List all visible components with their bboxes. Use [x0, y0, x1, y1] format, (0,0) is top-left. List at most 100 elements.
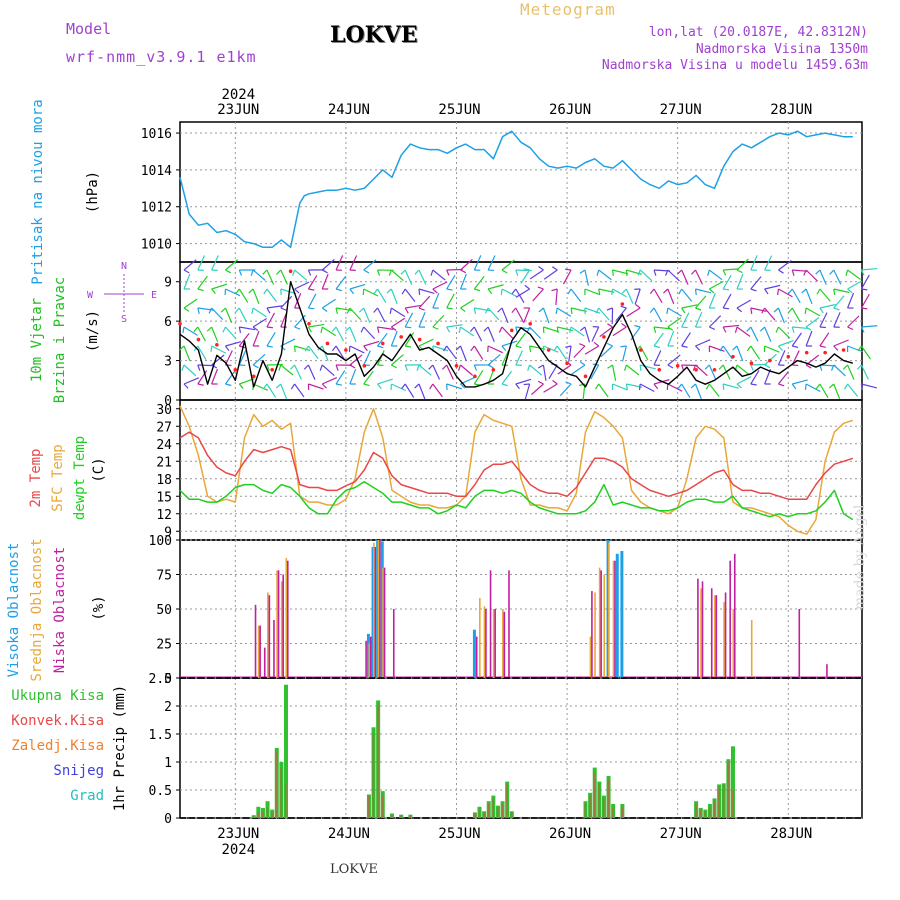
y-tick-label: 27	[156, 420, 172, 435]
wind-barb-flag	[611, 288, 614, 296]
wind-barb-flag	[815, 269, 821, 275]
wind-barb	[459, 273, 467, 290]
wind-barb-flag	[183, 383, 189, 389]
wind-barb-flag	[565, 345, 572, 348]
cloud-bar	[494, 609, 496, 678]
wind-barb	[529, 345, 546, 350]
wind-barb	[473, 345, 484, 360]
wind-barb	[487, 307, 500, 321]
wind-barb-flag	[278, 364, 282, 371]
wind-barb	[349, 354, 363, 366]
wind-barb	[460, 258, 473, 271]
wind-barb	[639, 383, 655, 393]
wind-gust-marker	[380, 341, 385, 346]
wind-barb-flag	[404, 307, 409, 314]
wind-barb	[764, 284, 781, 290]
wind-barb	[639, 345, 649, 361]
wind-barb	[556, 307, 572, 317]
wind-barb	[225, 288, 241, 297]
wind-barb-flag	[405, 326, 412, 329]
cloud-bar	[710, 588, 713, 678]
panel-frame-temp	[179, 399, 863, 541]
wind-barb-flag	[635, 303, 641, 309]
wind-barb	[694, 383, 702, 400]
wind-barb	[280, 269, 289, 285]
wind-barb	[584, 307, 601, 314]
wind-barb	[266, 288, 278, 303]
y-tick-label: 1010	[141, 238, 172, 253]
wind-barb	[805, 383, 821, 392]
wind-barb-flag	[759, 326, 766, 332]
wind-barb-flag	[606, 342, 613, 347]
wind-barb	[294, 281, 310, 290]
wind-barb	[833, 288, 850, 294]
wind-barb-flag	[856, 364, 862, 370]
wind-barb	[432, 364, 441, 380]
wind-barb-flag	[484, 307, 489, 314]
wind-barb	[280, 295, 293, 309]
temp-unit: (C)	[91, 457, 107, 482]
wind-barb-flag	[331, 345, 337, 352]
wind-barb-flag	[750, 307, 753, 315]
wind-barb	[363, 350, 371, 366]
wind-barb-flag	[238, 326, 242, 333]
wind-barb-flag	[238, 269, 243, 276]
wind-barb	[860, 293, 870, 309]
precip-conv-bar	[718, 787, 720, 818]
wind-gust-marker	[786, 354, 791, 359]
wind-gust-marker	[823, 350, 827, 355]
cloud-bar	[276, 570, 278, 678]
bottom-date-label: 28JUN	[770, 826, 812, 842]
wind-barb	[432, 269, 446, 281]
wind-barb	[819, 332, 830, 347]
precip-conv-bar	[367, 795, 370, 818]
wind-barb-flag	[819, 345, 826, 348]
wind-barb-flag	[446, 326, 451, 333]
wind-barb-flag	[705, 383, 710, 390]
wind-barb-flag	[788, 307, 793, 314]
wind-barb	[722, 274, 732, 290]
wind-barb	[584, 269, 590, 286]
pressure-line	[179, 130, 853, 249]
wind-barb	[833, 383, 841, 400]
wind-gust-marker	[565, 361, 569, 366]
wind-barb-flag	[736, 383, 742, 389]
precip-conv-bar	[731, 790, 734, 818]
precip-conv-bar	[602, 798, 605, 818]
wind-barb-flag	[373, 307, 378, 313]
wind-barb-flag	[321, 269, 328, 274]
wind-barb	[211, 345, 227, 354]
wind-barb-flag	[225, 383, 232, 387]
wind-barb-flag	[292, 269, 296, 276]
wind-barb-flag	[676, 269, 683, 275]
cloud-bar	[277, 570, 280, 678]
wind-barb	[860, 274, 870, 290]
wind-barb-flag	[321, 383, 327, 389]
wind-barb	[252, 288, 260, 305]
wind-barb	[833, 295, 845, 309]
wind-barb-flag	[446, 288, 453, 291]
wind-barb-flag	[736, 307, 743, 313]
wind-barb-flag	[681, 326, 688, 329]
wind-barb	[722, 383, 739, 389]
wind-barb	[861, 267, 878, 271]
wind-barb	[750, 326, 759, 342]
top-year-label: 2024	[221, 87, 255, 103]
wind-barb	[501, 340, 518, 347]
wind-gust-marker	[362, 364, 367, 368]
temp-label-sfc: SFC Temp	[50, 444, 66, 511]
wind-barb	[777, 371, 789, 385]
wind-barb	[404, 312, 414, 328]
precip-legend-item: Zaledj.Kisa	[11, 738, 104, 754]
wind-barb	[847, 364, 855, 380]
wind-barb	[183, 326, 198, 336]
wind-barb-flag	[225, 269, 232, 274]
precip-conv-bar	[478, 809, 481, 818]
cloud-bar	[492, 609, 495, 678]
wind-barb-flag	[777, 345, 783, 351]
wind-barb	[847, 315, 860, 328]
wind-barb	[653, 288, 663, 304]
wind-barb	[349, 283, 366, 290]
cloud-bar	[377, 540, 380, 678]
